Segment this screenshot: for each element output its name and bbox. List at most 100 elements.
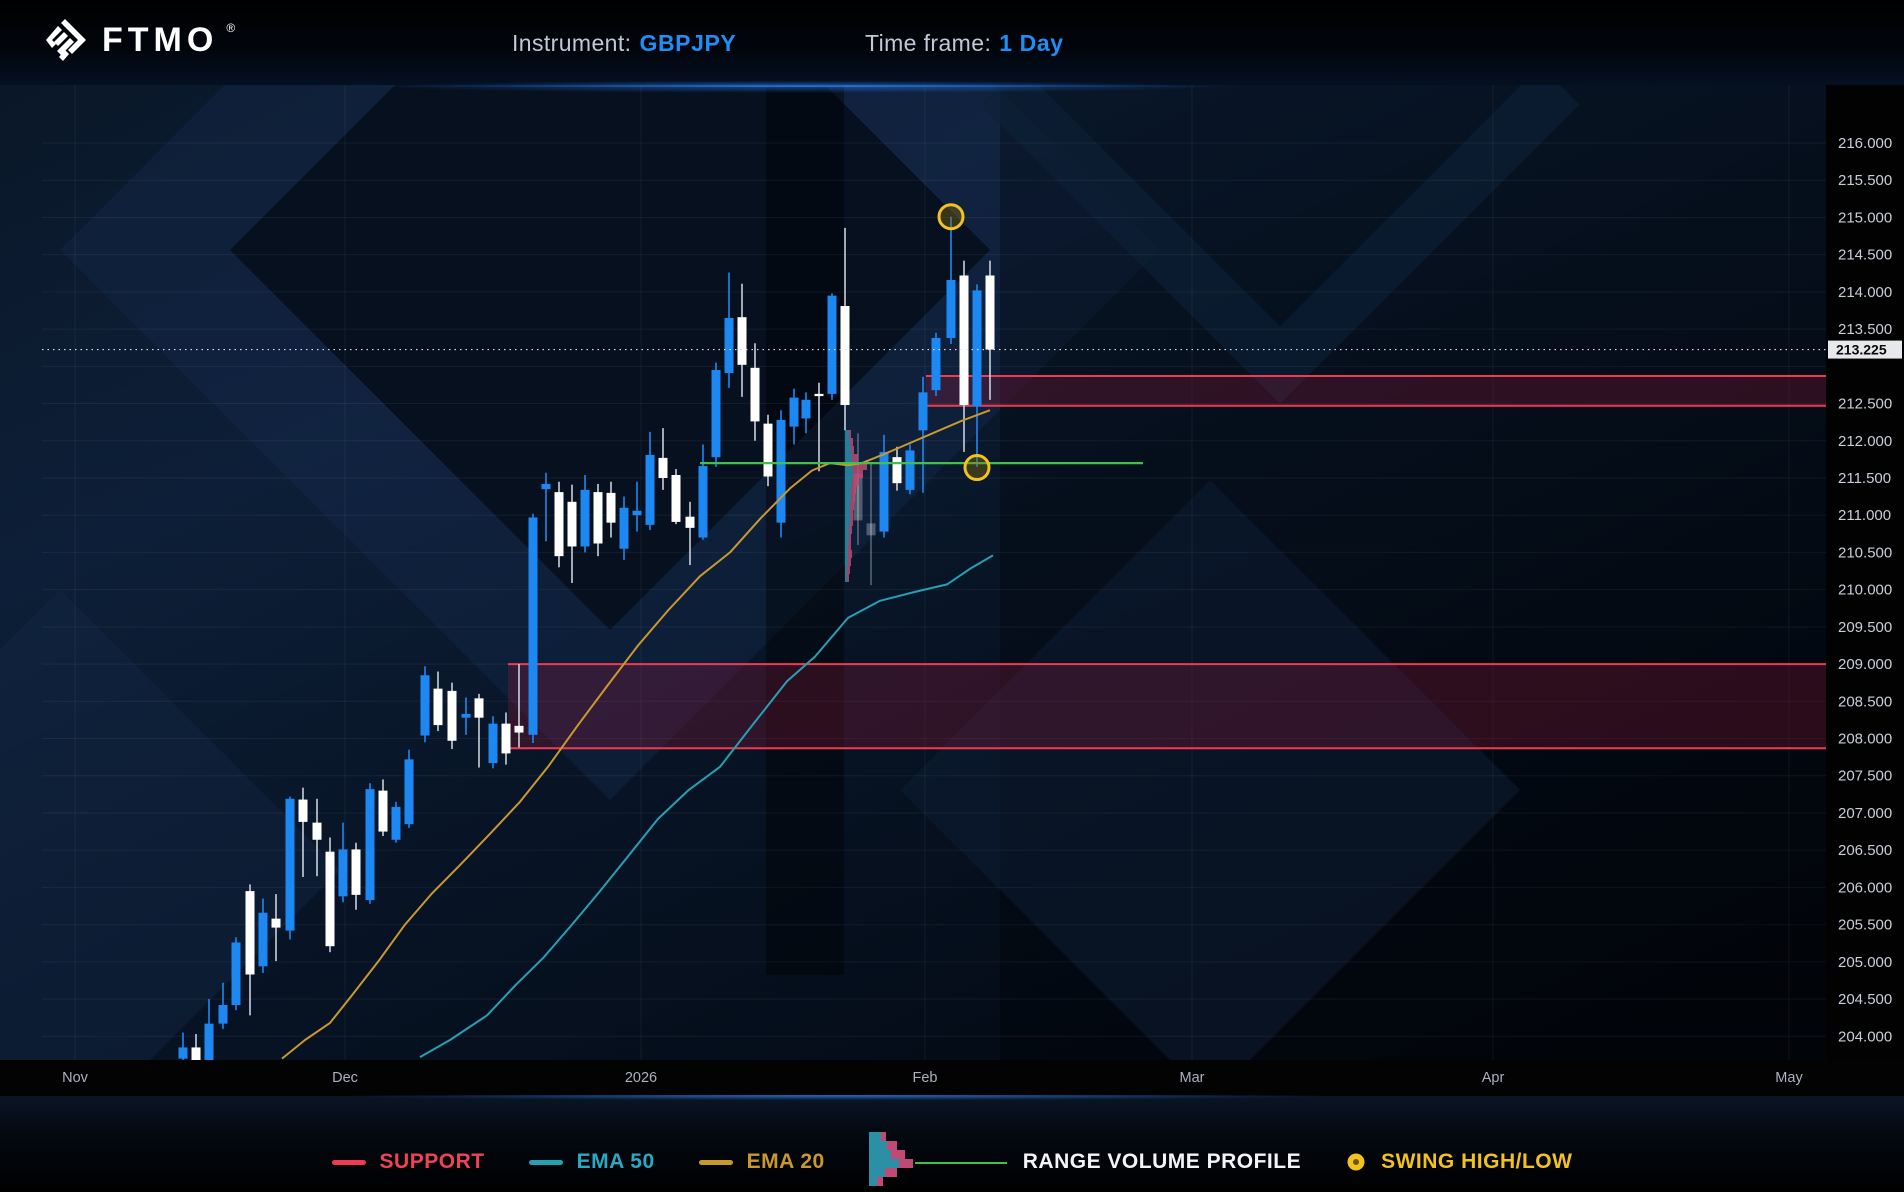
ftmo-logo: FTMO ® bbox=[44, 17, 239, 63]
candlestick[interactable] bbox=[378, 790, 388, 832]
candlestick[interactable] bbox=[892, 457, 902, 484]
candlestick[interactable] bbox=[191, 1047, 201, 1060]
legend-profile-pink bbox=[886, 1141, 897, 1150]
price-axis[interactable] bbox=[1826, 85, 1904, 1060]
candlestick[interactable] bbox=[580, 489, 590, 547]
instrument-label: Instrument: bbox=[512, 30, 632, 56]
legend-profile-teal bbox=[868, 1177, 877, 1186]
candlestick[interactable] bbox=[245, 891, 255, 975]
candlestick[interactable] bbox=[632, 510, 642, 516]
candlestick[interactable] bbox=[593, 492, 603, 544]
current-price-badge bbox=[1828, 340, 1902, 359]
candlestick[interactable] bbox=[789, 397, 799, 427]
profile-row-pink bbox=[849, 526, 852, 534]
candlestick[interactable] bbox=[801, 399, 811, 419]
support-zone-upper[interactable] bbox=[926, 375, 1826, 406]
candlestick[interactable] bbox=[365, 789, 375, 901]
candlestick[interactable] bbox=[541, 483, 551, 490]
candlestick[interactable] bbox=[271, 918, 281, 928]
price-chart-canvas[interactable]: 216.000 215.500 215.000 214.500 214.000 213.5… bbox=[0, 85, 1904, 1096]
candlestick[interactable] bbox=[461, 713, 471, 718]
candlestick[interactable] bbox=[285, 798, 295, 931]
candlestick[interactable] bbox=[554, 492, 564, 557]
profile-row-teal bbox=[845, 470, 853, 478]
candlestick[interactable] bbox=[737, 317, 747, 365]
price-tick-label: 205.000 bbox=[1838, 954, 1892, 971]
candlestick[interactable] bbox=[619, 507, 629, 549]
candlestick[interactable] bbox=[312, 822, 322, 840]
candlestick[interactable] bbox=[447, 690, 457, 741]
ema20-dash-icon bbox=[698, 1159, 733, 1165]
candlestick[interactable] bbox=[724, 317, 734, 374]
price-tick-label: 214.000 bbox=[1838, 284, 1892, 301]
candlestick[interactable] bbox=[231, 942, 241, 1006]
support-dash-icon bbox=[331, 1159, 366, 1165]
candlestick[interactable] bbox=[645, 454, 655, 525]
candlestick[interactable] bbox=[814, 393, 824, 397]
candlestick[interactable] bbox=[959, 275, 969, 406]
support-zone-lower[interactable] bbox=[508, 664, 1826, 749]
candlestick[interactable] bbox=[763, 423, 773, 477]
candlestick[interactable] bbox=[750, 367, 760, 422]
swing-high-marker[interactable] bbox=[937, 203, 965, 231]
candlestick[interactable] bbox=[685, 516, 695, 528]
candlestick[interactable] bbox=[567, 501, 577, 547]
profile-row-pink bbox=[850, 438, 853, 446]
price-tick-label: 215.500 bbox=[1838, 172, 1892, 189]
price-tick-label: 208.000 bbox=[1838, 731, 1892, 748]
candlestick[interactable] bbox=[931, 338, 941, 391]
profile-row-pink bbox=[850, 510, 853, 518]
candlestick[interactable] bbox=[488, 723, 498, 764]
price-tick-label: 207.000 bbox=[1838, 805, 1892, 822]
time-axis[interactable] bbox=[0, 1060, 1904, 1096]
legend-ema50: EMA 50 bbox=[528, 1150, 655, 1174]
profile-row-teal bbox=[845, 446, 851, 454]
candlestick[interactable] bbox=[671, 475, 681, 522]
candlestick[interactable] bbox=[840, 306, 850, 406]
candlestick[interactable] bbox=[404, 759, 414, 825]
ema50-dash-icon bbox=[528, 1159, 563, 1165]
price-tick-label: 207.500 bbox=[1838, 768, 1892, 785]
candlestick[interactable] bbox=[218, 1005, 228, 1024]
candlestick[interactable] bbox=[433, 688, 443, 726]
profile-row-teal bbox=[845, 478, 852, 486]
candlestick[interactable] bbox=[918, 392, 928, 431]
candlestick[interactable] bbox=[178, 1047, 188, 1059]
candlestick[interactable] bbox=[658, 457, 668, 478]
candlestick[interactable] bbox=[204, 1023, 214, 1060]
candlestick[interactable] bbox=[606, 492, 616, 523]
profile-row-pink bbox=[851, 486, 856, 494]
swing-marker-icon bbox=[1347, 1153, 1365, 1171]
candlestick[interactable] bbox=[985, 275, 995, 350]
candlestick[interactable] bbox=[905, 450, 915, 490]
candlestick[interactable] bbox=[420, 675, 430, 736]
ghost-candlestick[interactable] bbox=[866, 523, 876, 536]
ghost-candlestick[interactable] bbox=[853, 473, 863, 521]
legend-ema20-label: EMA 20 bbox=[746, 1150, 825, 1173]
candlestick[interactable] bbox=[351, 849, 361, 895]
candlestick[interactable] bbox=[879, 451, 889, 532]
candlestick[interactable] bbox=[325, 851, 335, 947]
candlestick[interactable] bbox=[946, 279, 956, 339]
candlestick[interactable] bbox=[698, 466, 708, 538]
candlestick[interactable] bbox=[391, 807, 401, 840]
instrument-readout: Instrument: GBPJPY bbox=[512, 30, 736, 57]
candlestick[interactable] bbox=[501, 723, 511, 754]
legend-profile-pink bbox=[890, 1150, 905, 1159]
candlestick[interactable] bbox=[298, 799, 308, 822]
legend-profile-teal bbox=[868, 1168, 885, 1177]
watermark-chevron bbox=[980, 85, 1580, 404]
candlestick[interactable] bbox=[514, 725, 524, 733]
candlestick[interactable] bbox=[338, 849, 348, 897]
month-label: Mar bbox=[1180, 1070, 1205, 1086]
swing-low-marker[interactable] bbox=[963, 454, 991, 482]
candlestick[interactable] bbox=[776, 419, 786, 523]
candlestick[interactable] bbox=[258, 912, 268, 967]
candlestick[interactable] bbox=[972, 290, 982, 407]
candlestick[interactable] bbox=[827, 295, 837, 394]
candlestick[interactable] bbox=[711, 370, 721, 458]
candlestick[interactable] bbox=[528, 517, 538, 735]
candlestick[interactable] bbox=[474, 698, 484, 718]
price-tick-label: 212.500 bbox=[1838, 396, 1892, 413]
